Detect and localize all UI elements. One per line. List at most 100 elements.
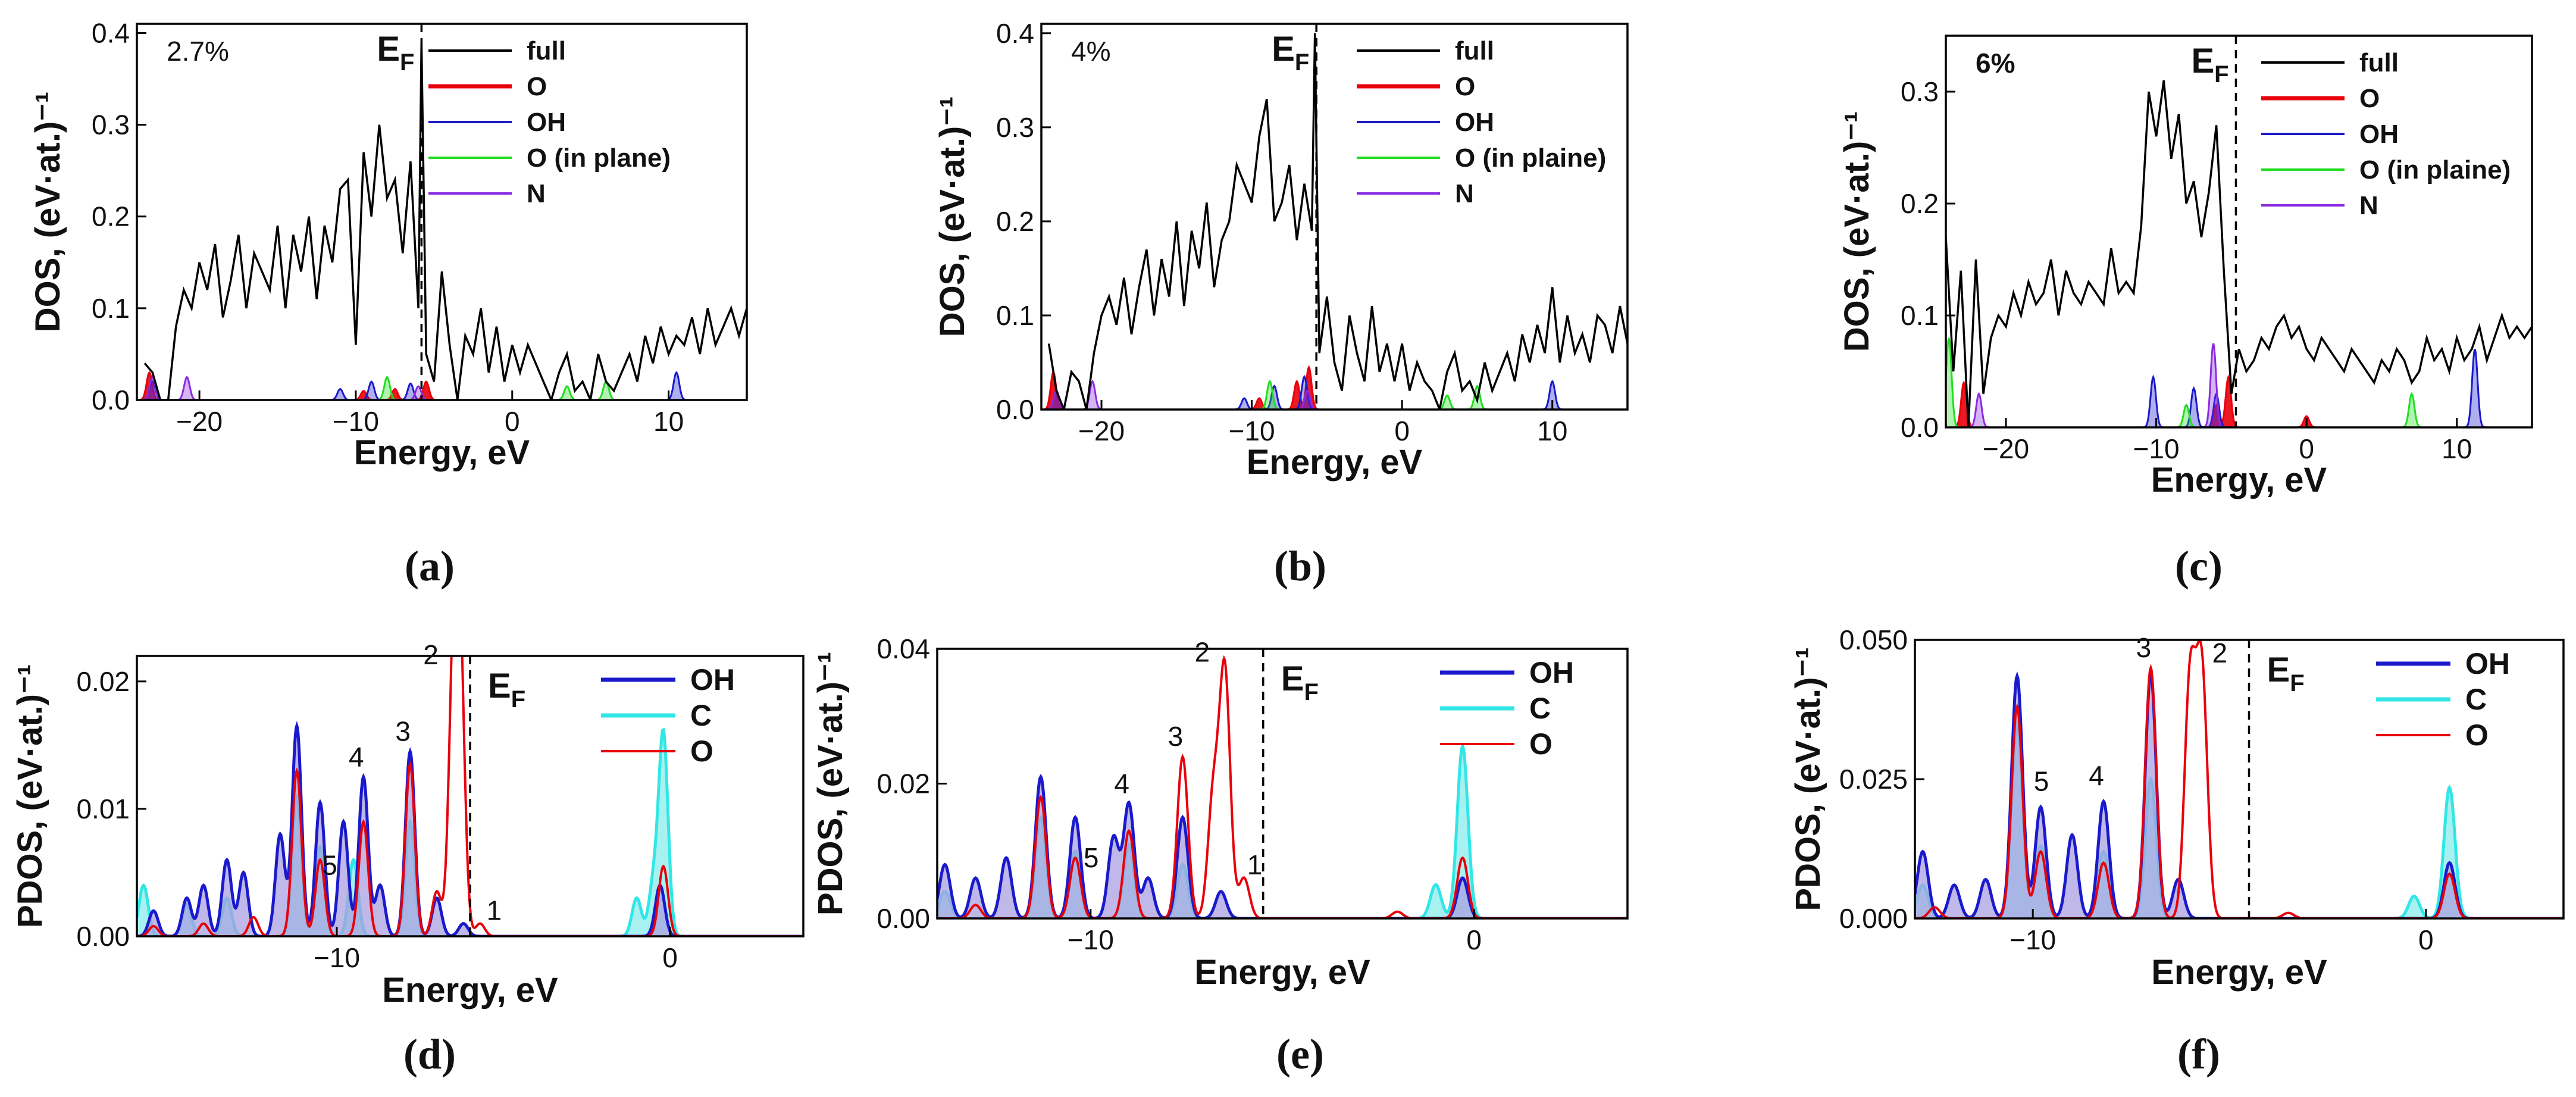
fermi-label: EF bbox=[2191, 42, 2228, 87]
series-full bbox=[1946, 80, 2532, 427]
y-tick-label: 0.3 bbox=[1901, 76, 1939, 107]
y-tick-label: 0.4 bbox=[92, 17, 130, 48]
fermi-label: EF bbox=[1272, 30, 1309, 76]
fermi-label-main: E bbox=[488, 667, 511, 705]
peak-label: 5 bbox=[2034, 765, 2049, 796]
y-tick-label: 0.1 bbox=[92, 293, 130, 324]
legend-label: N bbox=[2359, 191, 2378, 220]
y-tick-label: 0.02 bbox=[877, 768, 930, 799]
fermi-label-main: E bbox=[1281, 660, 1304, 698]
axes-frame bbox=[1040, 23, 1629, 411]
panel-caption: (e) bbox=[1276, 1030, 1324, 1078]
plot-area bbox=[1041, 33, 1627, 410]
legend: full O OH O (in plaine) N bbox=[1357, 36, 1606, 208]
peak-label: 3 bbox=[395, 716, 411, 747]
x-tick-label: 10 bbox=[653, 406, 684, 437]
y-tick-label: 0.2 bbox=[92, 201, 130, 232]
series-oh bbox=[1041, 374, 1627, 410]
peak-label: 4 bbox=[2089, 760, 2104, 791]
panel-caption: (a) bbox=[405, 542, 455, 590]
panel-f: −10 0 0.000 0.025 0.050 Energy, eV PDOS, (eV·a… bbox=[1789, 624, 2565, 1078]
peak-label: 1 bbox=[487, 895, 502, 926]
panel-a: −20 −10 0 10 0.0 0.1 0.2 0.3 0.4 Energy, eV DOS, (… bbox=[29, 17, 748, 590]
y-axis-label: DOS, (eV·at.)⁻¹ bbox=[29, 92, 67, 332]
legend-label: O bbox=[527, 72, 547, 101]
fermi-label-main: E bbox=[377, 30, 400, 68]
series-o bbox=[1041, 365, 1627, 410]
y-tick-label: 0.0 bbox=[1901, 412, 1939, 443]
x-axis-label: Energy, eV bbox=[1194, 953, 1370, 992]
plot-area bbox=[1915, 640, 2564, 918]
legend-label: O (in plaine) bbox=[2359, 155, 2511, 185]
fermi-label-sub: F bbox=[400, 49, 414, 76]
legend-label: O bbox=[2465, 718, 2489, 752]
peak-label: 2 bbox=[1195, 637, 1210, 668]
legend-label: OH bbox=[690, 663, 735, 696]
axes-frame bbox=[136, 23, 748, 401]
y-tick-label: 0.000 bbox=[1839, 903, 1908, 934]
series-o bbox=[137, 371, 747, 400]
panel-d: −10 0 0.00 0.01 0.02 Energy, eV PDOS, (eV·at.)… bbox=[11, 639, 805, 1078]
y-tick-label: 0.00 bbox=[877, 903, 930, 934]
y-tick-label: 0.0 bbox=[996, 394, 1034, 425]
x-tick-label: 10 bbox=[1537, 415, 1567, 446]
panel-caption: (c) bbox=[2175, 542, 2223, 590]
x-tick-label: −10 bbox=[2010, 924, 2056, 955]
fermi-label: EF bbox=[2267, 651, 2305, 696]
peak-label: 5 bbox=[1084, 842, 1099, 873]
y-axis-label: PDOS, (eV·at.)⁻¹ bbox=[811, 652, 850, 915]
x-axis-label: Energy, eV bbox=[382, 971, 558, 1010]
y-tick-label: 0.2 bbox=[996, 206, 1034, 237]
x-tick-label: −10 bbox=[333, 406, 379, 437]
legend-label: C bbox=[1529, 692, 1551, 725]
x-axis-label: Energy, eV bbox=[2151, 461, 2327, 499]
legend-label: N bbox=[527, 179, 546, 208]
panel-b: −20 −10 0 10 0.0 0.1 0.2 0.3 0.4 Energy, eV DOS, (… bbox=[933, 18, 1629, 590]
y-tick-label: 0.0 bbox=[92, 385, 130, 415]
x-axis-label: Energy, eV bbox=[354, 433, 530, 472]
x-tick-label: −10 bbox=[2133, 433, 2180, 464]
y-tick-label: 0.3 bbox=[92, 110, 130, 140]
plot-area bbox=[137, 42, 747, 400]
series-n bbox=[1041, 379, 1627, 410]
series-full bbox=[1047, 33, 1627, 410]
legend-label: OH bbox=[527, 108, 566, 137]
series-oh bbox=[1946, 349, 2532, 427]
series-oh-fill bbox=[937, 777, 1627, 918]
legend-label: C bbox=[2465, 683, 2487, 716]
y-axis-label: PDOS, (eV·at.)⁻¹ bbox=[1789, 647, 1827, 911]
concentration-label: 6% bbox=[1976, 48, 2015, 79]
fermi-label-sub: F bbox=[511, 686, 525, 712]
y-tick-label: 0.3 bbox=[996, 112, 1034, 143]
series-full bbox=[143, 42, 747, 400]
legend-label: O bbox=[690, 735, 713, 768]
legend-label: full bbox=[527, 36, 566, 65]
y-axis-label: PDOS, (eV·at.)⁻¹ bbox=[11, 664, 49, 928]
legend: full O OH O (in plaine) N bbox=[2261, 48, 2511, 220]
panel-c: −20 −10 0 10 0.0 0.1 0.2 0.3 Energy, eV DOS, (eV·… bbox=[1838, 35, 2533, 590]
x-tick-label: −20 bbox=[176, 406, 223, 437]
legend-label: OH bbox=[2465, 647, 2510, 680]
y-tick-label: 0.050 bbox=[1839, 624, 1908, 655]
y-tick-label: 0.00 bbox=[76, 921, 130, 952]
concentration-label: 4% bbox=[1071, 36, 1110, 67]
fermi-label-sub: F bbox=[1295, 49, 1309, 76]
peak-label: 4 bbox=[349, 741, 364, 772]
legend-label: O bbox=[2359, 84, 2380, 113]
y-axis-label: DOS, (eV·at.)⁻¹ bbox=[1838, 111, 1876, 352]
y-tick-label: 0.1 bbox=[996, 300, 1034, 331]
legend-label: O bbox=[1455, 72, 1475, 101]
x-tick-label: −10 bbox=[314, 942, 360, 973]
peak-label: 2 bbox=[2212, 637, 2227, 668]
panel-caption: (d) bbox=[403, 1030, 456, 1078]
x-tick-label: 10 bbox=[2442, 433, 2472, 464]
fermi-label-main: E bbox=[1272, 30, 1295, 68]
peak-label: 3 bbox=[2136, 632, 2152, 663]
y-tick-label: 0.1 bbox=[1901, 300, 1939, 331]
y-tick-label: 0.01 bbox=[76, 793, 130, 824]
legend-label: OH bbox=[1455, 108, 1494, 137]
legend-label: full bbox=[1455, 36, 1494, 65]
peak-label: 1 bbox=[1247, 849, 1263, 880]
